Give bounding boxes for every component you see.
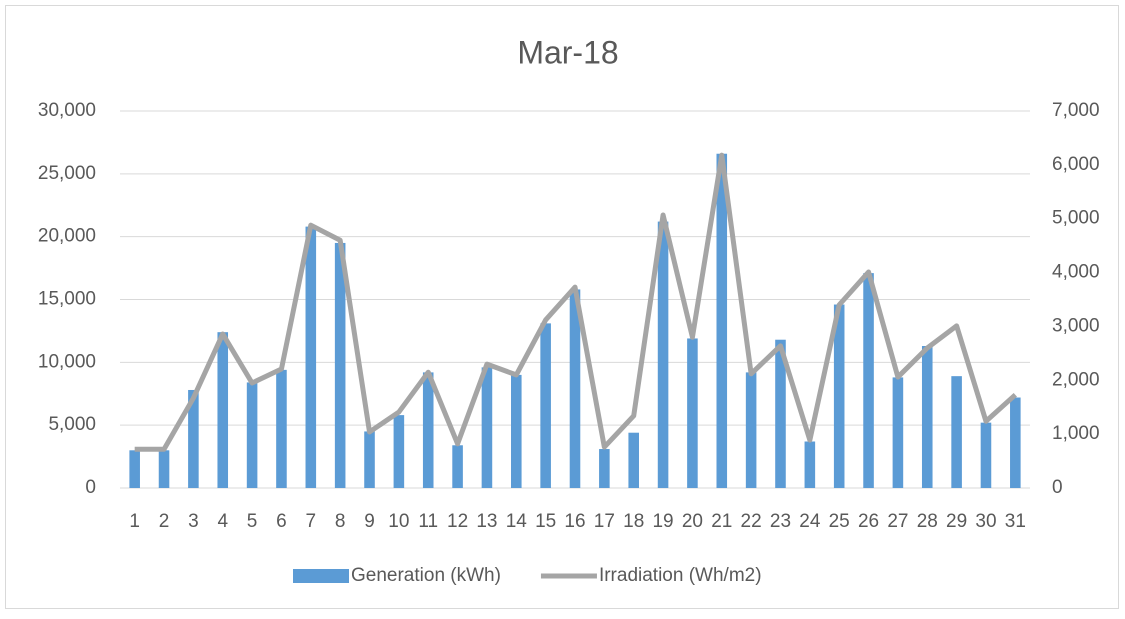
bar <box>305 226 317 488</box>
bar <box>745 372 757 488</box>
legend-label: Irradiation (Wh/m2) <box>599 565 762 586</box>
y-tick-label: 20,000 <box>38 226 96 247</box>
bar <box>1010 397 1021 488</box>
bar <box>246 382 258 488</box>
bar <box>540 323 551 488</box>
bar <box>863 273 874 488</box>
bar <box>129 450 140 488</box>
y2-tick-label: 7,000 <box>1052 100 1100 121</box>
x-tick-label: 17 <box>594 511 615 532</box>
x-tick-label: 11 <box>418 511 438 532</box>
legend-swatch <box>293 569 349 583</box>
x-tick-label: 7 <box>306 511 317 532</box>
y2-tick-label: 4,000 <box>1052 262 1100 283</box>
bar <box>980 422 992 488</box>
x-tick-label: 29 <box>946 511 967 532</box>
bar <box>599 449 610 488</box>
y2-tick-label: 1,000 <box>1052 423 1100 444</box>
x-tick-label: 1 <box>129 511 140 532</box>
x-tick-label: 10 <box>388 511 409 532</box>
x-tick-label: 23 <box>770 511 791 532</box>
x-tick-label: 3 <box>188 511 199 532</box>
x-tick-label: 15 <box>535 511 556 532</box>
x-tick-label: 4 <box>217 511 228 532</box>
bar <box>921 345 933 488</box>
x-tick-label: 12 <box>447 511 468 532</box>
x-tick-label: 18 <box>623 511 644 532</box>
bar <box>628 432 639 488</box>
x-tick-label: 26 <box>858 511 879 532</box>
bar <box>364 431 375 488</box>
y-tick-label: 30,000 <box>38 100 96 121</box>
x-tick-label: 25 <box>829 511 850 532</box>
x-tick-label: 30 <box>975 511 996 532</box>
bar <box>393 415 405 488</box>
x-tick-label: 28 <box>917 511 938 532</box>
y-tick-label: 0 <box>85 477 96 498</box>
legend-label: Generation (kWh) <box>351 565 501 586</box>
bar <box>452 445 463 488</box>
chart-title: Mar-18 <box>517 34 618 70</box>
y2-tick-label: 6,000 <box>1052 154 1100 175</box>
bar <box>422 372 434 488</box>
bar <box>951 376 962 488</box>
bar <box>511 374 522 488</box>
bar <box>775 339 786 488</box>
x-tick-label: 16 <box>564 511 585 532</box>
x-tick-label: 27 <box>887 511 908 532</box>
x-tick-label: 13 <box>476 511 497 532</box>
line <box>134 152 1017 452</box>
bar <box>217 332 229 488</box>
x-tick-label: 24 <box>799 511 821 532</box>
y-tick-label: 5,000 <box>48 414 96 435</box>
x-tick-label: 21 <box>711 511 732 532</box>
x-tick-label: 22 <box>741 511 762 532</box>
x-tick-label: 2 <box>159 511 170 532</box>
x-tick-label: 5 <box>247 511 258 532</box>
bar <box>188 389 199 488</box>
y2-tick-label: 5,000 <box>1052 208 1100 229</box>
bar <box>892 377 904 488</box>
bar <box>716 153 728 488</box>
y-tick-label: 10,000 <box>38 351 96 372</box>
x-tick-label: 19 <box>652 511 673 532</box>
bar <box>276 369 287 488</box>
y-tick-label: 25,000 <box>38 163 96 184</box>
bar <box>158 450 170 488</box>
bar <box>657 221 669 488</box>
y2-tick-label: 0 <box>1052 477 1063 498</box>
y-tick-label: 15,000 <box>38 289 96 310</box>
y2-tick-label: 2,000 <box>1052 369 1100 390</box>
bar <box>569 289 581 488</box>
x-tick-label: 9 <box>364 511 375 532</box>
x-tick-label: 14 <box>506 511 528 532</box>
y2-tick-label: 3,000 <box>1052 315 1100 336</box>
x-tick-label: 6 <box>276 511 287 532</box>
bar <box>833 304 845 488</box>
x-tick-label: 8 <box>335 511 346 532</box>
chart-border <box>5 5 1119 609</box>
bar <box>481 367 493 488</box>
x-tick-label: 20 <box>682 511 703 532</box>
bar <box>687 338 698 488</box>
bar <box>804 441 816 488</box>
x-tick-label: 31 <box>1005 511 1026 532</box>
bar <box>334 242 346 488</box>
